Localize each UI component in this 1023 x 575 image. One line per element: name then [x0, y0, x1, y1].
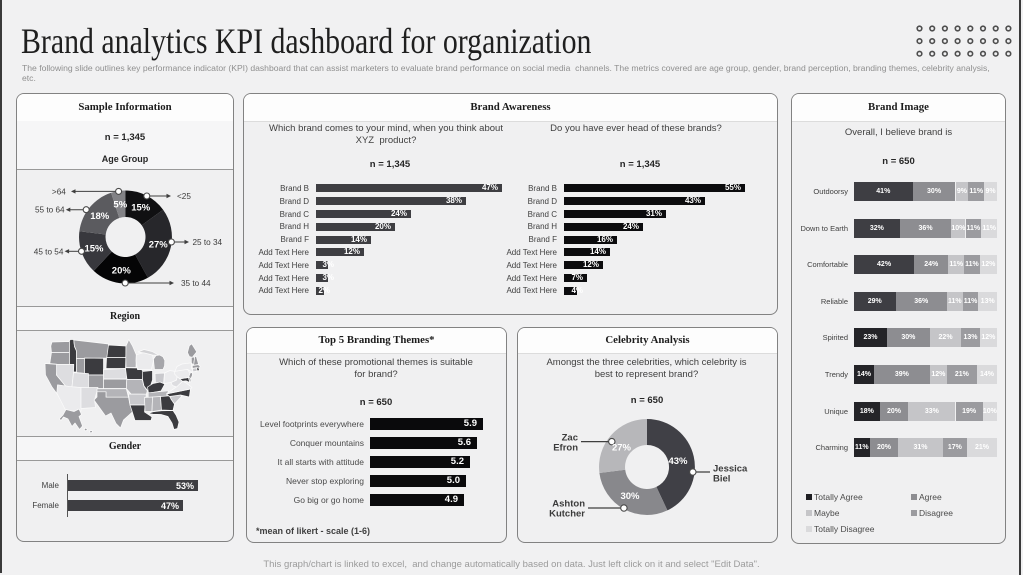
svg-text:15%: 15%	[131, 202, 151, 213]
svg-text:Zac: Zac	[562, 433, 578, 444]
svg-text:45 to 54: 45 to 54	[34, 247, 64, 256]
svg-text:35 to 44: 35 to 44	[181, 279, 211, 288]
svg-text:20%: 20%	[112, 265, 132, 276]
svg-text:Jessica: Jessica	[713, 464, 748, 475]
svg-text:Kutcher: Kutcher	[549, 509, 585, 520]
svg-text:15%: 15%	[84, 244, 104, 255]
svg-text:5%: 5%	[113, 199, 127, 210]
svg-text:Efron: Efron	[553, 443, 578, 454]
svg-text:27%: 27%	[612, 442, 632, 453]
svg-text:<25: <25	[177, 192, 191, 201]
svg-text:27%: 27%	[149, 240, 169, 251]
svg-text:30%: 30%	[620, 491, 640, 502]
svg-text:43%: 43%	[668, 456, 688, 467]
svg-text:Ashton: Ashton	[552, 499, 585, 510]
svg-text:25 to 34: 25 to 34	[193, 238, 223, 247]
svg-text:Biel: Biel	[713, 474, 730, 485]
svg-text:18%: 18%	[90, 211, 110, 222]
svg-text:55 to 64: 55 to 64	[35, 206, 65, 215]
svg-text:>64: >64	[52, 187, 66, 196]
